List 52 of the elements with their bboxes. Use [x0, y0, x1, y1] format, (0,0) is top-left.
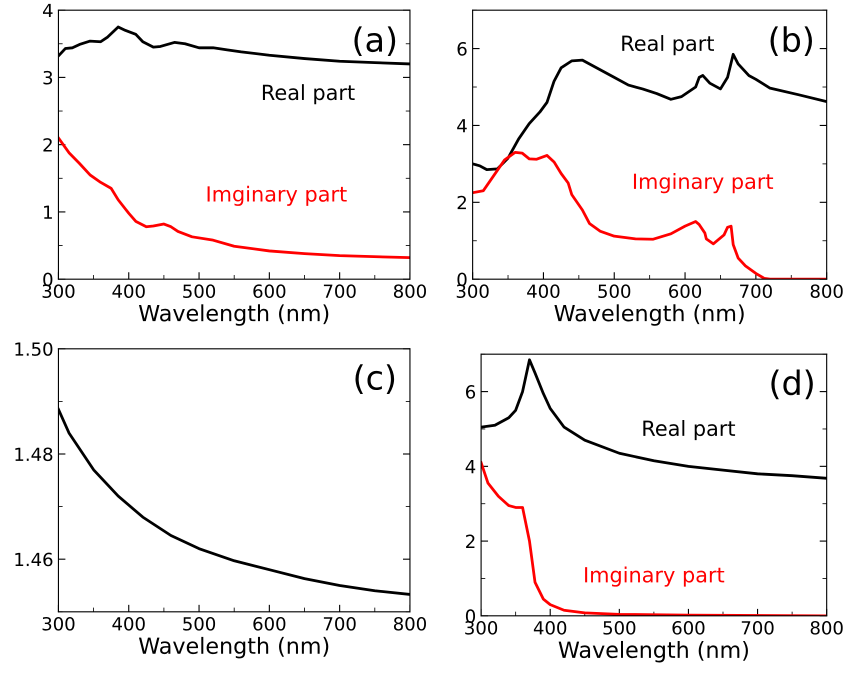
series-label: Real part [643, 420, 736, 440]
y-tick-label: 1 [44, 206, 52, 219]
x-tick-label: 600 [253, 284, 286, 298]
y-tick-label: 3 [43, 70, 52, 85]
y-tick-label: 2 [466, 534, 474, 548]
x-tick-label: 800 [394, 616, 426, 631]
x-tick-label: 400 [527, 284, 560, 298]
x-tick-label: 600 [253, 616, 286, 631]
x-tick-label: 300 [456, 284, 489, 298]
chart-title: (d) [771, 369, 813, 400]
x-tick-label: 700 [324, 616, 356, 631]
x-tick-label: 300 [42, 616, 74, 631]
x-tick-label: 300 [465, 621, 498, 635]
x-axis-title: Wavelength (nm) [554, 304, 744, 326]
series-label: Imginary part [208, 186, 347, 206]
x-tick-label: 800 [394, 284, 426, 298]
y-tick-label: 6 [458, 42, 467, 56]
x-tick-label: 300 [42, 284, 74, 298]
y-tick-label: 4 [466, 460, 476, 474]
y-tick-label: 2 [43, 138, 52, 152]
chart-title: (c) [355, 364, 394, 394]
y-tick-label: 4 [457, 119, 467, 132]
x-tick-label: 500 [183, 284, 216, 298]
x-axis-title: Wavelength (nm) [138, 304, 328, 326]
series-label: Real part [622, 35, 714, 56]
x-tick-label: 500 [603, 621, 636, 635]
x-tick-label: 800 [810, 621, 843, 635]
line-series [58, 136, 410, 260]
y-tick-label: 4 [42, 4, 53, 17]
chart-title: (a) [354, 26, 396, 56]
chart-title: (b) [770, 26, 812, 56]
y-tick-label: 1.48 [15, 447, 52, 462]
x-tick-label: 500 [183, 616, 216, 631]
x-tick-label: 400 [534, 621, 566, 635]
x-tick-label: 500 [598, 284, 630, 298]
x-tick-label: 600 [669, 284, 702, 298]
x-tick-label: 800 [810, 284, 843, 298]
x-tick-label: 400 [112, 616, 145, 631]
x-tick-label: 700 [742, 621, 774, 635]
y-tick-label: 2 [458, 196, 466, 210]
y-tick-label: 1.50 [15, 342, 52, 356]
series-label: Imginary part [634, 173, 774, 194]
x-tick-label: 700 [324, 284, 356, 298]
x-axis-title: Wavelength (nm) [138, 636, 328, 658]
y-tick-label: 6 [466, 385, 476, 399]
x-tick-label: 700 [740, 284, 772, 298]
x-tick-label: 600 [672, 621, 704, 635]
x-axis-title: Wavelength (nm) [558, 640, 748, 662]
series-label: Imginary part [585, 566, 724, 587]
x-tick-label: 400 [112, 284, 145, 298]
y-tick-label: 1.46 [15, 552, 52, 566]
series-label: Real part [262, 84, 355, 104]
